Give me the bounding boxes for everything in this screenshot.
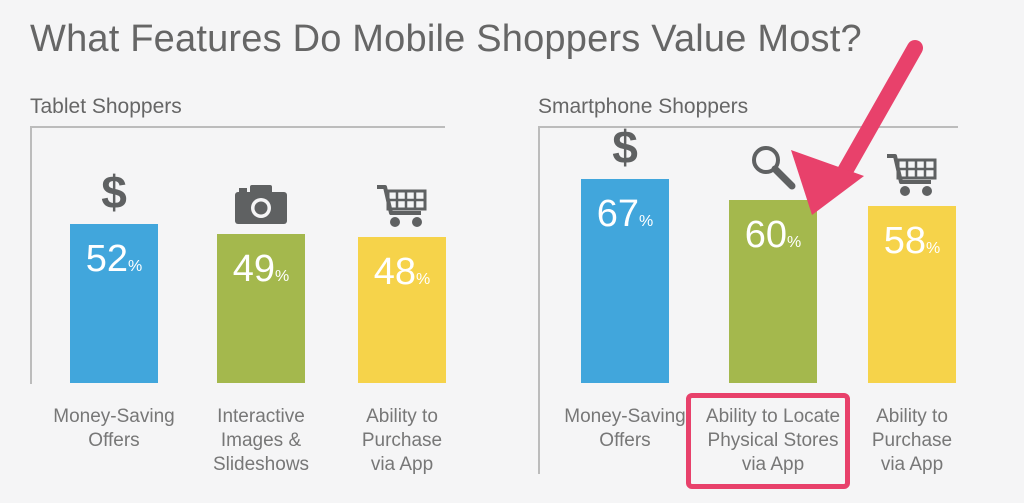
- category-label-line: Ability to: [366, 406, 438, 427]
- pointer-arrow-shaft: [832, 40, 923, 188]
- bar-value-unit: %: [639, 212, 654, 230]
- bar: 52%: [70, 224, 158, 383]
- category-label-line: Purchase: [871, 430, 953, 451]
- bar-value-label: 58%: [868, 222, 956, 260]
- tablet-panel-left-rule: [30, 126, 32, 384]
- bar: 48%: [358, 236, 446, 383]
- highlight-box: [686, 393, 850, 489]
- bar-value-number: 48: [373, 250, 417, 293]
- tablet-panel-top-rule: [30, 126, 445, 128]
- tablet-panel-title: Tablet Shoppers: [30, 95, 182, 118]
- smartphone-panel-title: Smartphone Shoppers: [538, 95, 749, 118]
- bar-value-number: 60: [744, 214, 788, 256]
- dollar-icon: $: [605, 121, 645, 176]
- category-label-line: Ability to Locate: [705, 406, 841, 427]
- category-label-line: Ability to: [876, 406, 948, 427]
- category-label: Ability to Purchase via App: [832, 405, 992, 477]
- category-label: Ability to Locate Physical Stores via App: [693, 405, 853, 477]
- bar: 49%: [217, 233, 305, 383]
- category-label-line: via App: [370, 454, 434, 475]
- camera-icon: [233, 182, 289, 231]
- category-label-line: via App: [741, 454, 805, 475]
- bar: 60%: [729, 200, 817, 383]
- category-label-line: Offers: [599, 430, 651, 451]
- category-label-line: Slideshows: [212, 454, 310, 475]
- bar-value-number: 52: [85, 238, 129, 281]
- category-label-line: Interactive: [217, 406, 305, 427]
- bar-value-label: 67%: [581, 195, 669, 233]
- svg-text:$: $: [101, 166, 127, 216]
- dollar-icon: $: [94, 166, 134, 221]
- category-label-line: Money-Saving: [53, 406, 175, 427]
- pointer-arrow-head: [791, 150, 864, 215]
- category-label-line: Offers: [88, 430, 140, 451]
- category-label: Ability to Purchase via App: [322, 405, 482, 477]
- category-label-line: Purchase: [361, 430, 443, 451]
- category-label: Money-Saving Offers: [34, 405, 194, 453]
- category-label: Money-Saving Offers: [545, 405, 705, 453]
- bar-value-label: 48%: [358, 253, 446, 291]
- bar-value-number: 49: [232, 247, 276, 290]
- bar-value-label: 60%: [729, 216, 817, 254]
- bar-value-number: 67: [596, 192, 640, 235]
- bar-value-unit: %: [926, 240, 941, 258]
- category-label-line: via App: [880, 454, 944, 475]
- category-label: Interactive Images & Slideshows: [181, 405, 341, 477]
- bar-value-unit: %: [787, 234, 802, 251]
- category-label-line: Money-Saving: [564, 406, 686, 427]
- bar-value-unit: %: [416, 270, 431, 288]
- smartphone-panel-top-rule: [538, 126, 958, 128]
- category-label-line: Physical Stores: [707, 430, 839, 451]
- shopping-cart-icon: [885, 150, 939, 203]
- magnifier-icon: [748, 142, 798, 197]
- category-label-line: Images &: [220, 430, 302, 451]
- bar-value-unit: %: [275, 267, 290, 285]
- bar-value-label: 52%: [70, 240, 158, 278]
- shopping-cart-icon: [375, 181, 429, 234]
- bar-value-label: 49%: [217, 250, 305, 288]
- smartphone-panel-left-rule: [538, 126, 540, 474]
- svg-text:$: $: [612, 121, 638, 171]
- bar-value-number: 58: [883, 220, 927, 263]
- bar-value-unit: %: [128, 258, 143, 276]
- bar: 67%: [581, 178, 669, 383]
- bar: 58%: [868, 206, 956, 383]
- chart-title: What Features Do Mobile Shoppers Value M…: [30, 18, 862, 60]
